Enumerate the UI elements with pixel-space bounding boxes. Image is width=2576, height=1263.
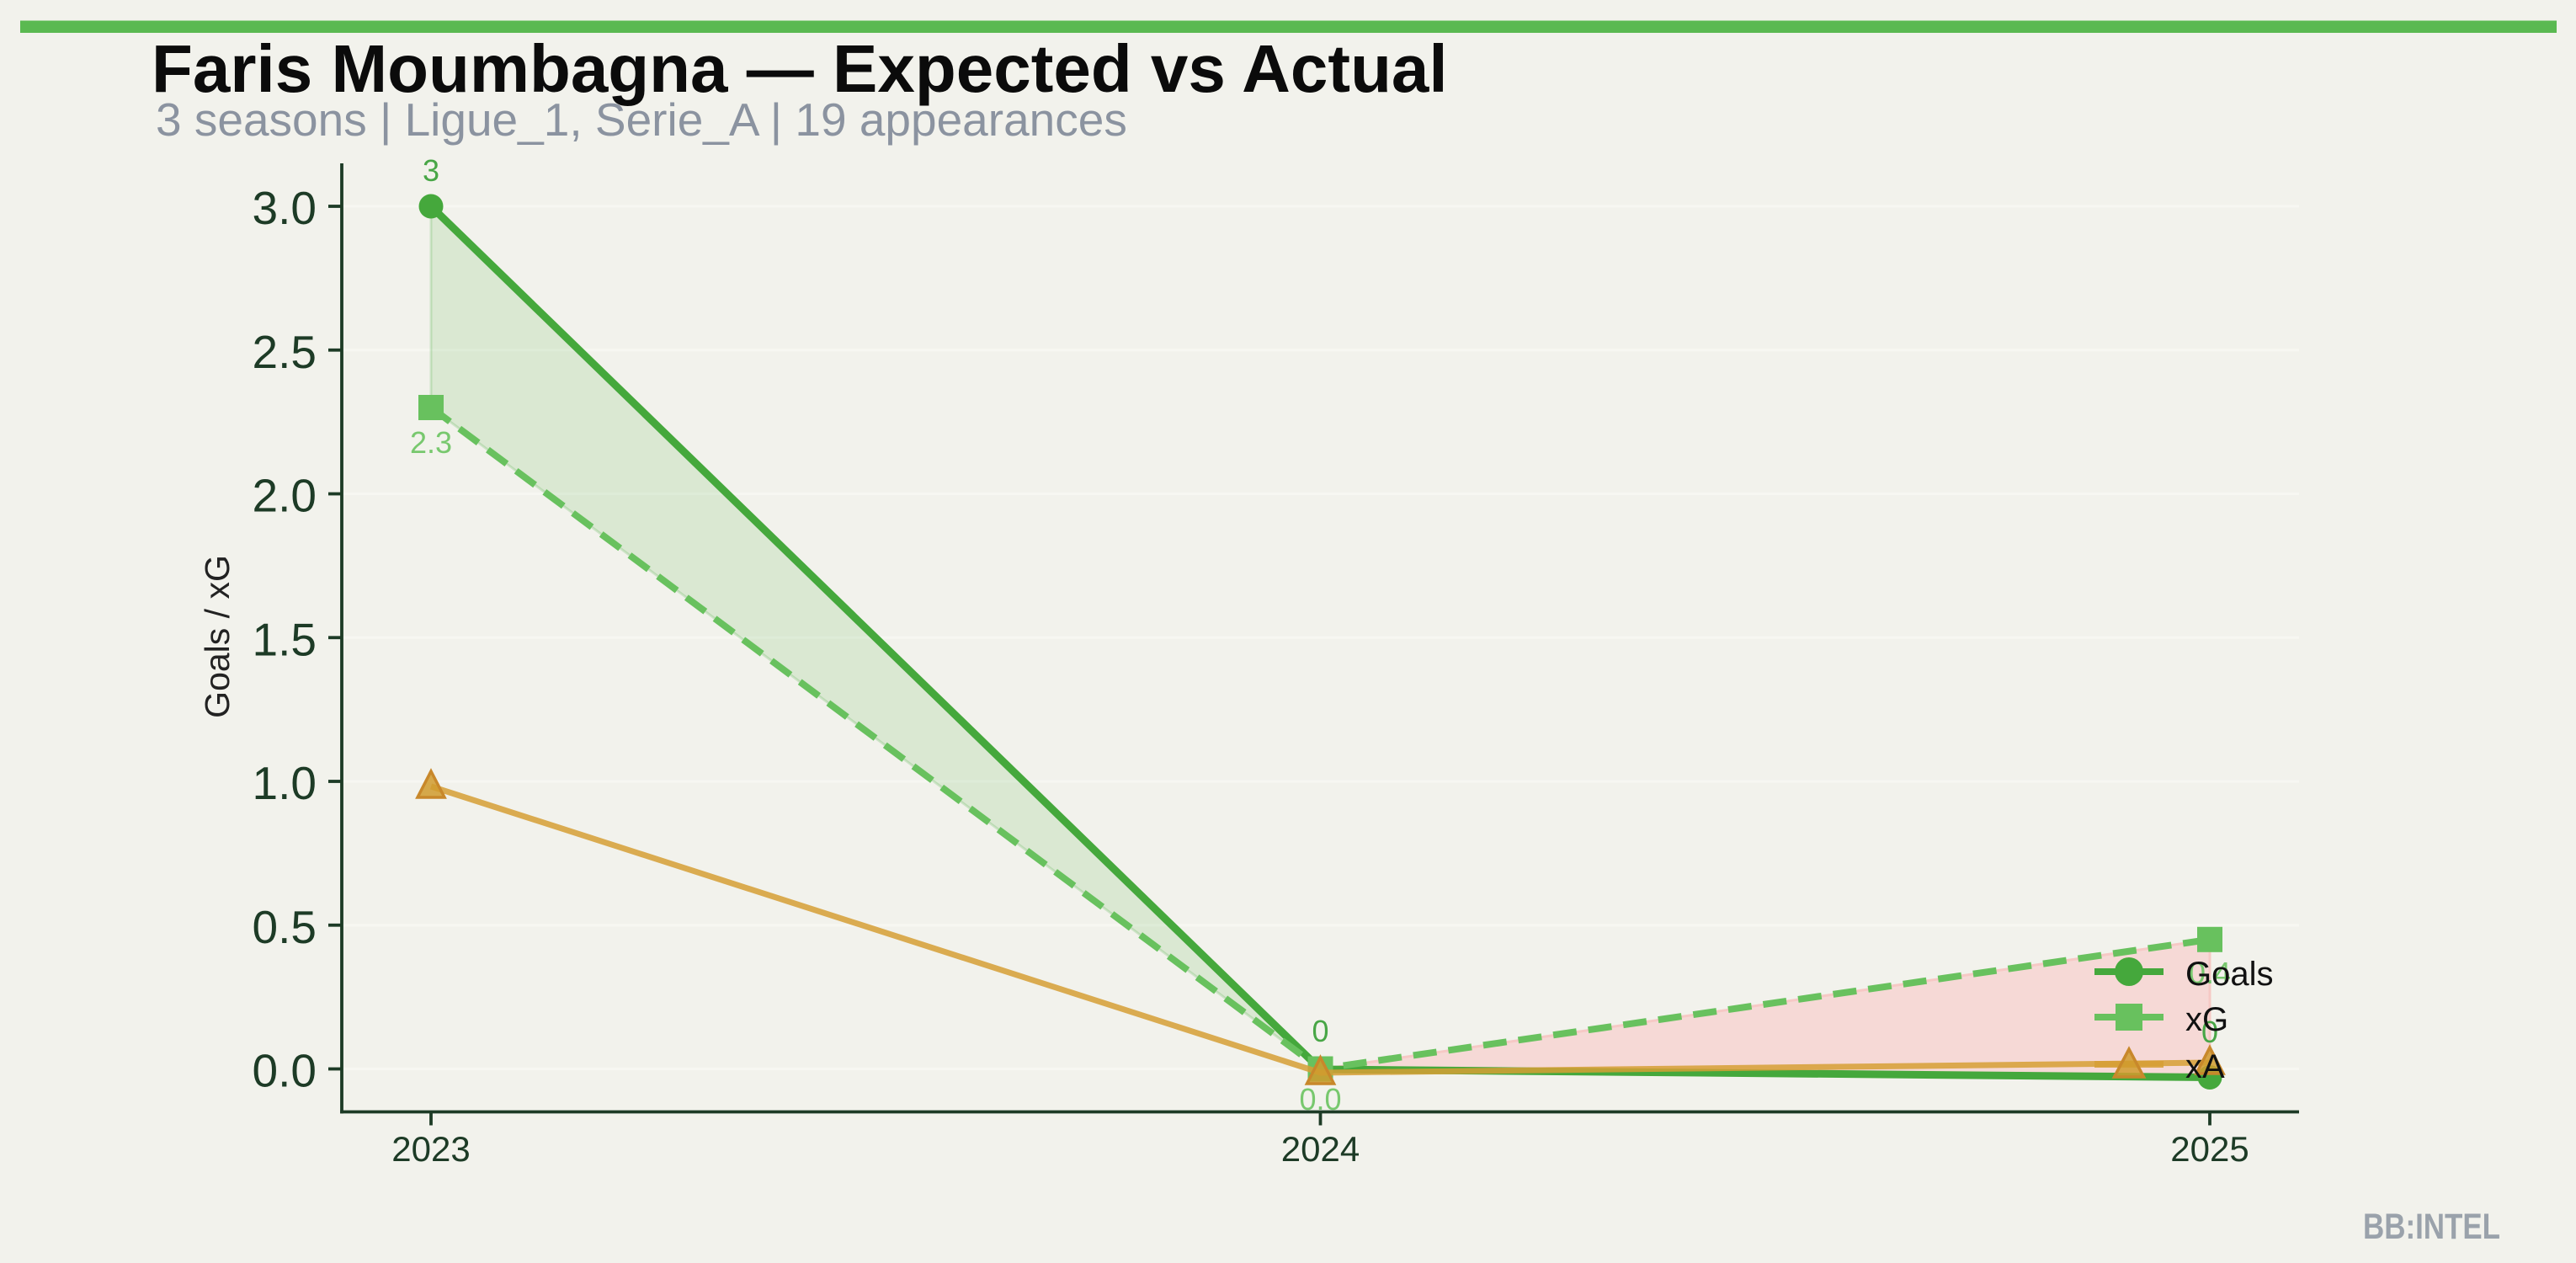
svg-text:2025: 2025 <box>2170 1129 2249 1169</box>
svg-text:Goals: Goals <box>2185 956 2274 993</box>
svg-text:Faris Moumbagna — Expected vs: Faris Moumbagna — Expected vs Actual <box>152 31 1448 106</box>
svg-text:0.5: 0.5 <box>253 901 317 953</box>
svg-text:2.3: 2.3 <box>410 425 452 460</box>
svg-text:2.0: 2.0 <box>253 470 317 522</box>
svg-text:xG: xG <box>2185 1001 2228 1038</box>
svg-text:xA: xA <box>2185 1048 2225 1085</box>
svg-text:0: 0 <box>1312 1014 1328 1048</box>
svg-text:3 seasons | Ligue_1, Serie_A |: 3 seasons | Ligue_1, Serie_A | 19 appear… <box>156 93 1127 146</box>
svg-text:2024: 2024 <box>1281 1129 1360 1169</box>
svg-text:1.0: 1.0 <box>253 757 317 809</box>
svg-text:0.0: 0.0 <box>253 1045 317 1097</box>
svg-text:0: 0 <box>2201 1015 2218 1049</box>
svg-text:2.5: 2.5 <box>253 326 317 378</box>
svg-text:Goals / xG: Goals / xG <box>198 555 237 718</box>
svg-text:2023: 2023 <box>391 1129 470 1169</box>
svg-text:0.4: 0.4 <box>2189 956 2231 990</box>
svg-text:1.5: 1.5 <box>253 613 317 665</box>
svg-text:BB:INTEL: BB:INTEL <box>2363 1207 2500 1247</box>
svg-text:3.0: 3.0 <box>253 182 317 234</box>
svg-text:3: 3 <box>423 153 439 188</box>
